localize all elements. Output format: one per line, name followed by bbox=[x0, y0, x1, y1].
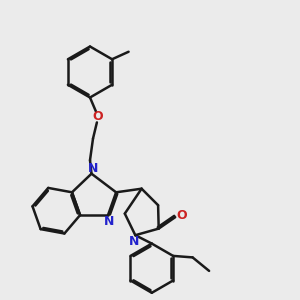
Text: N: N bbox=[88, 162, 98, 175]
Text: O: O bbox=[176, 209, 187, 222]
Text: O: O bbox=[92, 110, 103, 124]
Text: N: N bbox=[129, 235, 139, 248]
Text: N: N bbox=[104, 214, 115, 228]
